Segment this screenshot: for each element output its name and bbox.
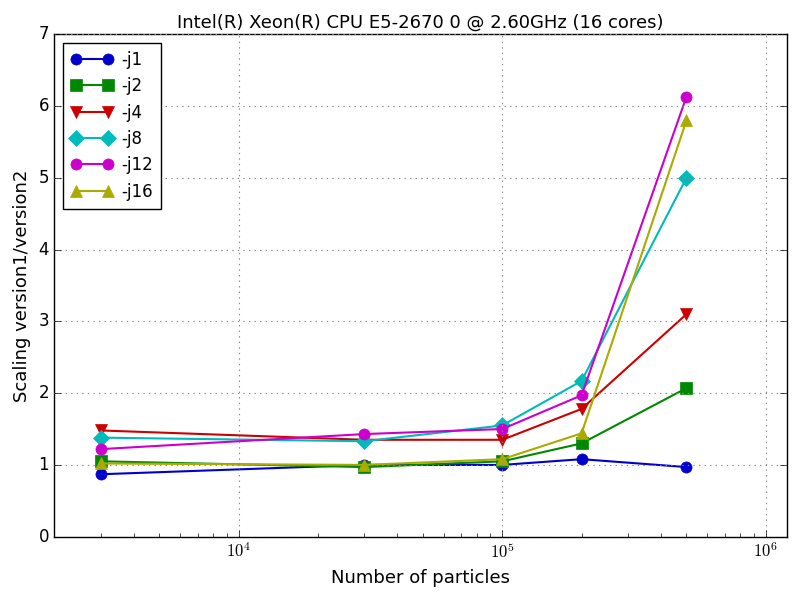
Title: Intel(R) Xeon(R) CPU E5-2670 0 @ 2.60GHz (16 cores): Intel(R) Xeon(R) CPU E5-2670 0 @ 2.60GHz… [178, 13, 664, 31]
-j2 [498, 458, 507, 465]
-j12 [96, 446, 106, 453]
Line: -j2: -j2 [95, 383, 692, 473]
-j4 [96, 427, 106, 434]
Line: -j12: -j12 [95, 91, 692, 455]
Y-axis label: Scaling version1/version2: Scaling version1/version2 [14, 169, 31, 401]
-j2 [682, 385, 691, 392]
-j2 [360, 463, 370, 470]
-j4 [498, 436, 507, 443]
-j8 [96, 434, 106, 441]
Line: -j16: -j16 [95, 115, 692, 470]
Line: -j4: -j4 [95, 308, 692, 445]
-j2 [96, 458, 106, 465]
-j12 [498, 425, 507, 433]
X-axis label: Number of particles: Number of particles [331, 569, 510, 587]
-j16 [577, 430, 586, 437]
-j1 [360, 461, 370, 469]
-j4 [360, 436, 370, 443]
-j16 [96, 460, 106, 467]
Line: -j8: -j8 [95, 172, 692, 447]
-j1 [682, 463, 691, 470]
-j1 [498, 461, 507, 469]
Legend: -j1, -j2, -j4, -j8, -j12, -j16: -j1, -j2, -j4, -j8, -j12, -j16 [62, 43, 162, 209]
-j4 [577, 406, 586, 413]
-j8 [577, 377, 586, 385]
Line: -j1: -j1 [95, 454, 692, 480]
-j12 [360, 430, 370, 437]
-j16 [682, 117, 691, 124]
-j8 [682, 174, 691, 181]
-j8 [360, 437, 370, 445]
-j2 [577, 440, 586, 447]
-j8 [498, 422, 507, 429]
-j12 [577, 392, 586, 399]
-j1 [96, 470, 106, 478]
-j12 [682, 93, 691, 100]
-j16 [498, 455, 507, 463]
-j4 [682, 311, 691, 318]
-j1 [577, 455, 586, 463]
-j16 [360, 461, 370, 469]
